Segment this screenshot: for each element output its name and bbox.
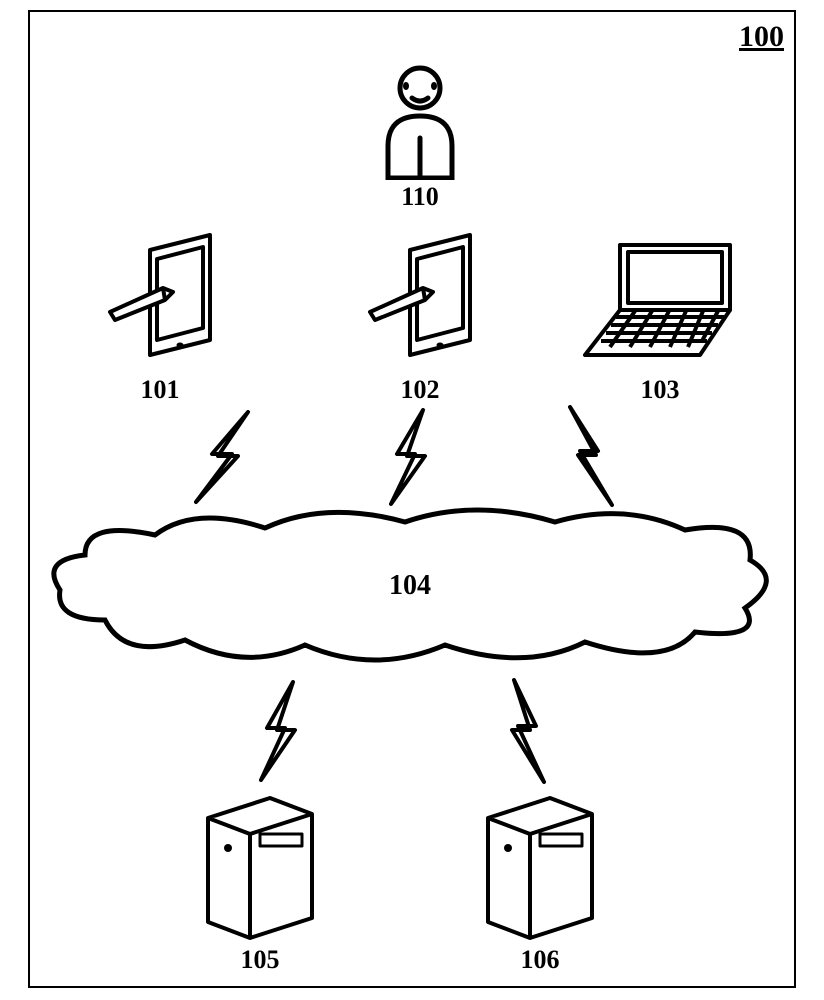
- tablet-icon: [355, 230, 485, 370]
- server-icon: [200, 790, 320, 940]
- cloud-label: 104: [350, 570, 470, 602]
- connection-bolt-icon: [255, 680, 305, 785]
- connection-bolt-icon: [500, 678, 550, 786]
- user-label: 110: [370, 182, 470, 212]
- connection-bolt-icon: [190, 410, 260, 505]
- server-label: 106: [480, 945, 600, 975]
- device-label: 101: [95, 375, 225, 405]
- tablet-icon: [95, 230, 225, 370]
- server-icon: [480, 790, 600, 940]
- device-label: 102: [355, 375, 485, 405]
- connection-bolt-icon: [385, 408, 435, 508]
- laptop-icon: [580, 235, 740, 365]
- device-label: 103: [580, 375, 740, 405]
- diagram-canvas: 100 110 101 102: [0, 0, 824, 1000]
- server-label: 105: [200, 945, 320, 975]
- user-icon: [370, 60, 470, 180]
- connection-bolt-icon: [560, 405, 620, 510]
- figure-label: 100: [739, 20, 784, 54]
